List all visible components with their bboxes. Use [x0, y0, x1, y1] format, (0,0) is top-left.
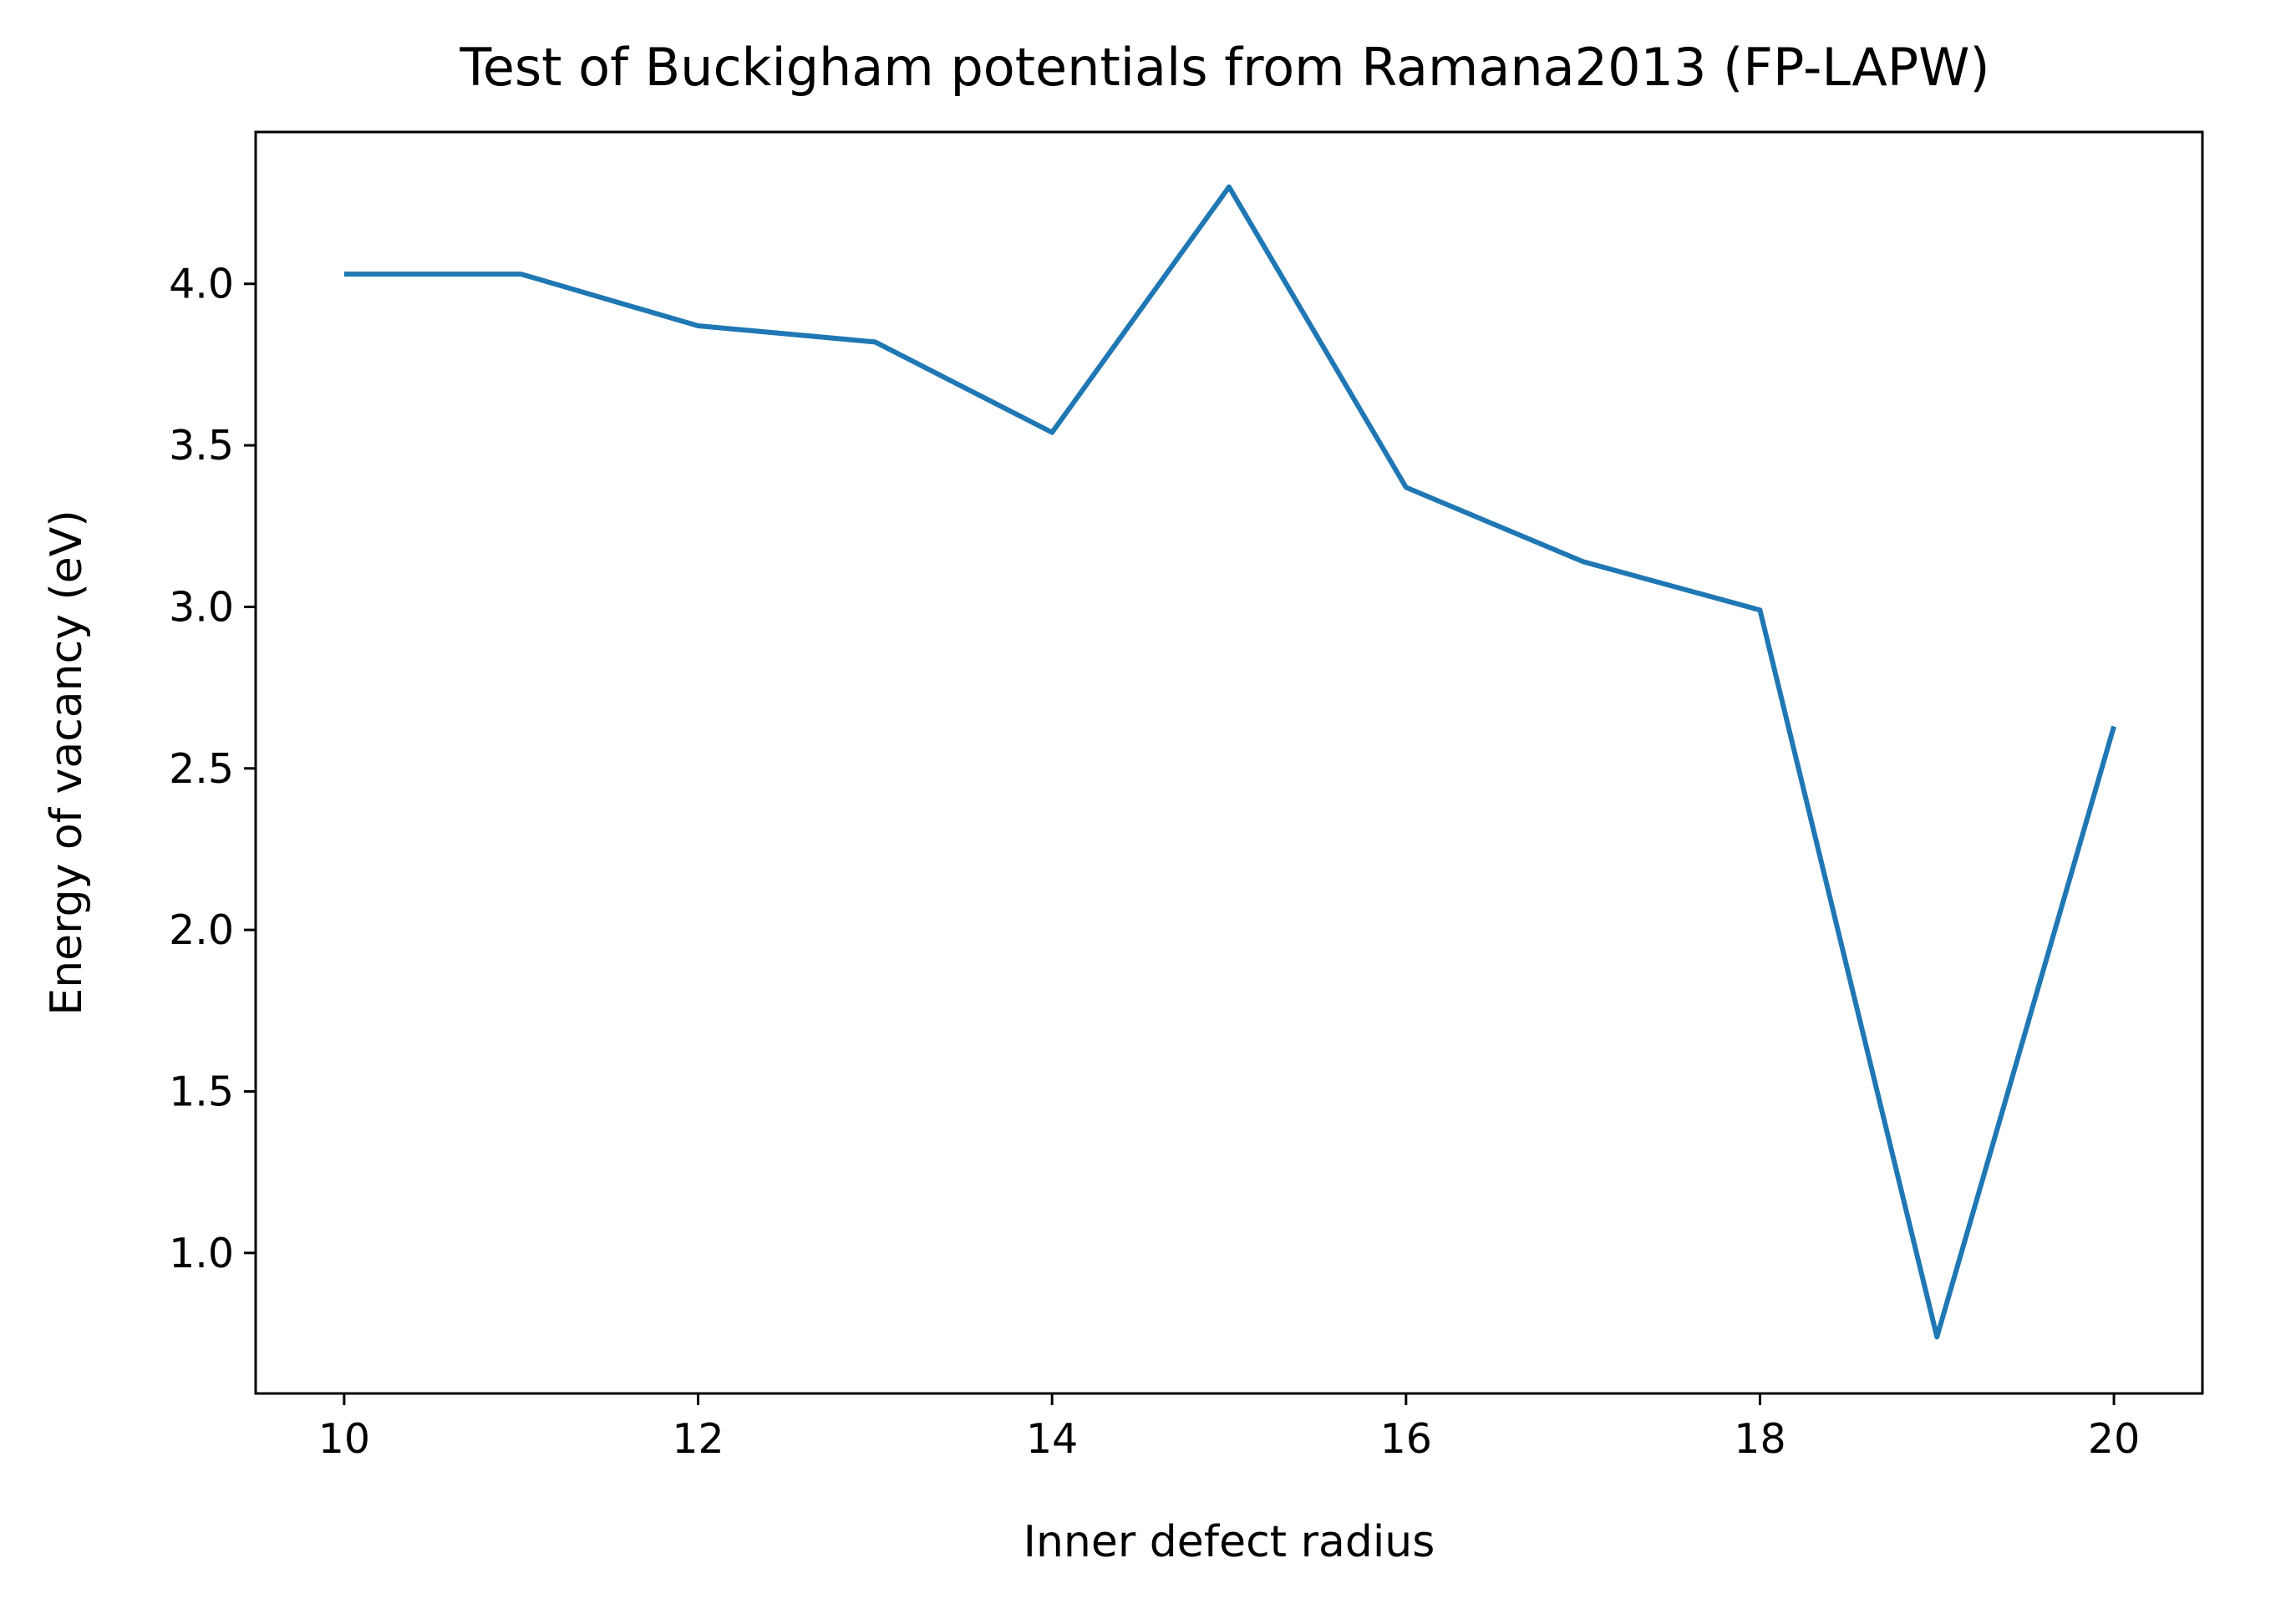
- plot-area-frame: [254, 130, 2204, 1395]
- x-tick-label: 20: [2088, 1415, 2140, 1463]
- y-axis-ticks: 1.0 1.5 2.0 2.5 3.0 3.5 4.0: [169, 261, 256, 1277]
- y-tick-label: 3.5: [169, 422, 234, 470]
- x-axis-ticks: 10 12 14 16 18 20: [318, 1393, 2140, 1463]
- x-tick-label: 16: [1380, 1415, 1432, 1463]
- y-axis-title: Energy of vacancy (eV): [42, 510, 92, 1015]
- y-tick-label: 4.0: [169, 261, 234, 308]
- x-axis-title: Inner defect radius: [1024, 1517, 1435, 1567]
- x-tick-label: 18: [1734, 1415, 1785, 1463]
- y-tick-label: 1.5: [169, 1068, 234, 1115]
- y-tick-label: 2.5: [169, 745, 234, 793]
- y-tick-label: 3.0: [169, 583, 234, 631]
- chart-title: Test of Buckigham potentials from Ramana…: [459, 37, 1989, 98]
- x-tick-label: 10: [318, 1415, 370, 1463]
- x-tick-label: 14: [1026, 1415, 1078, 1463]
- plot-series: [343, 184, 2116, 1340]
- y-tick-label: 2.0: [169, 906, 234, 954]
- y-tick-label: 1.0: [169, 1230, 234, 1277]
- x-tick-label: 12: [672, 1415, 724, 1463]
- series-line-0: [343, 184, 2116, 1340]
